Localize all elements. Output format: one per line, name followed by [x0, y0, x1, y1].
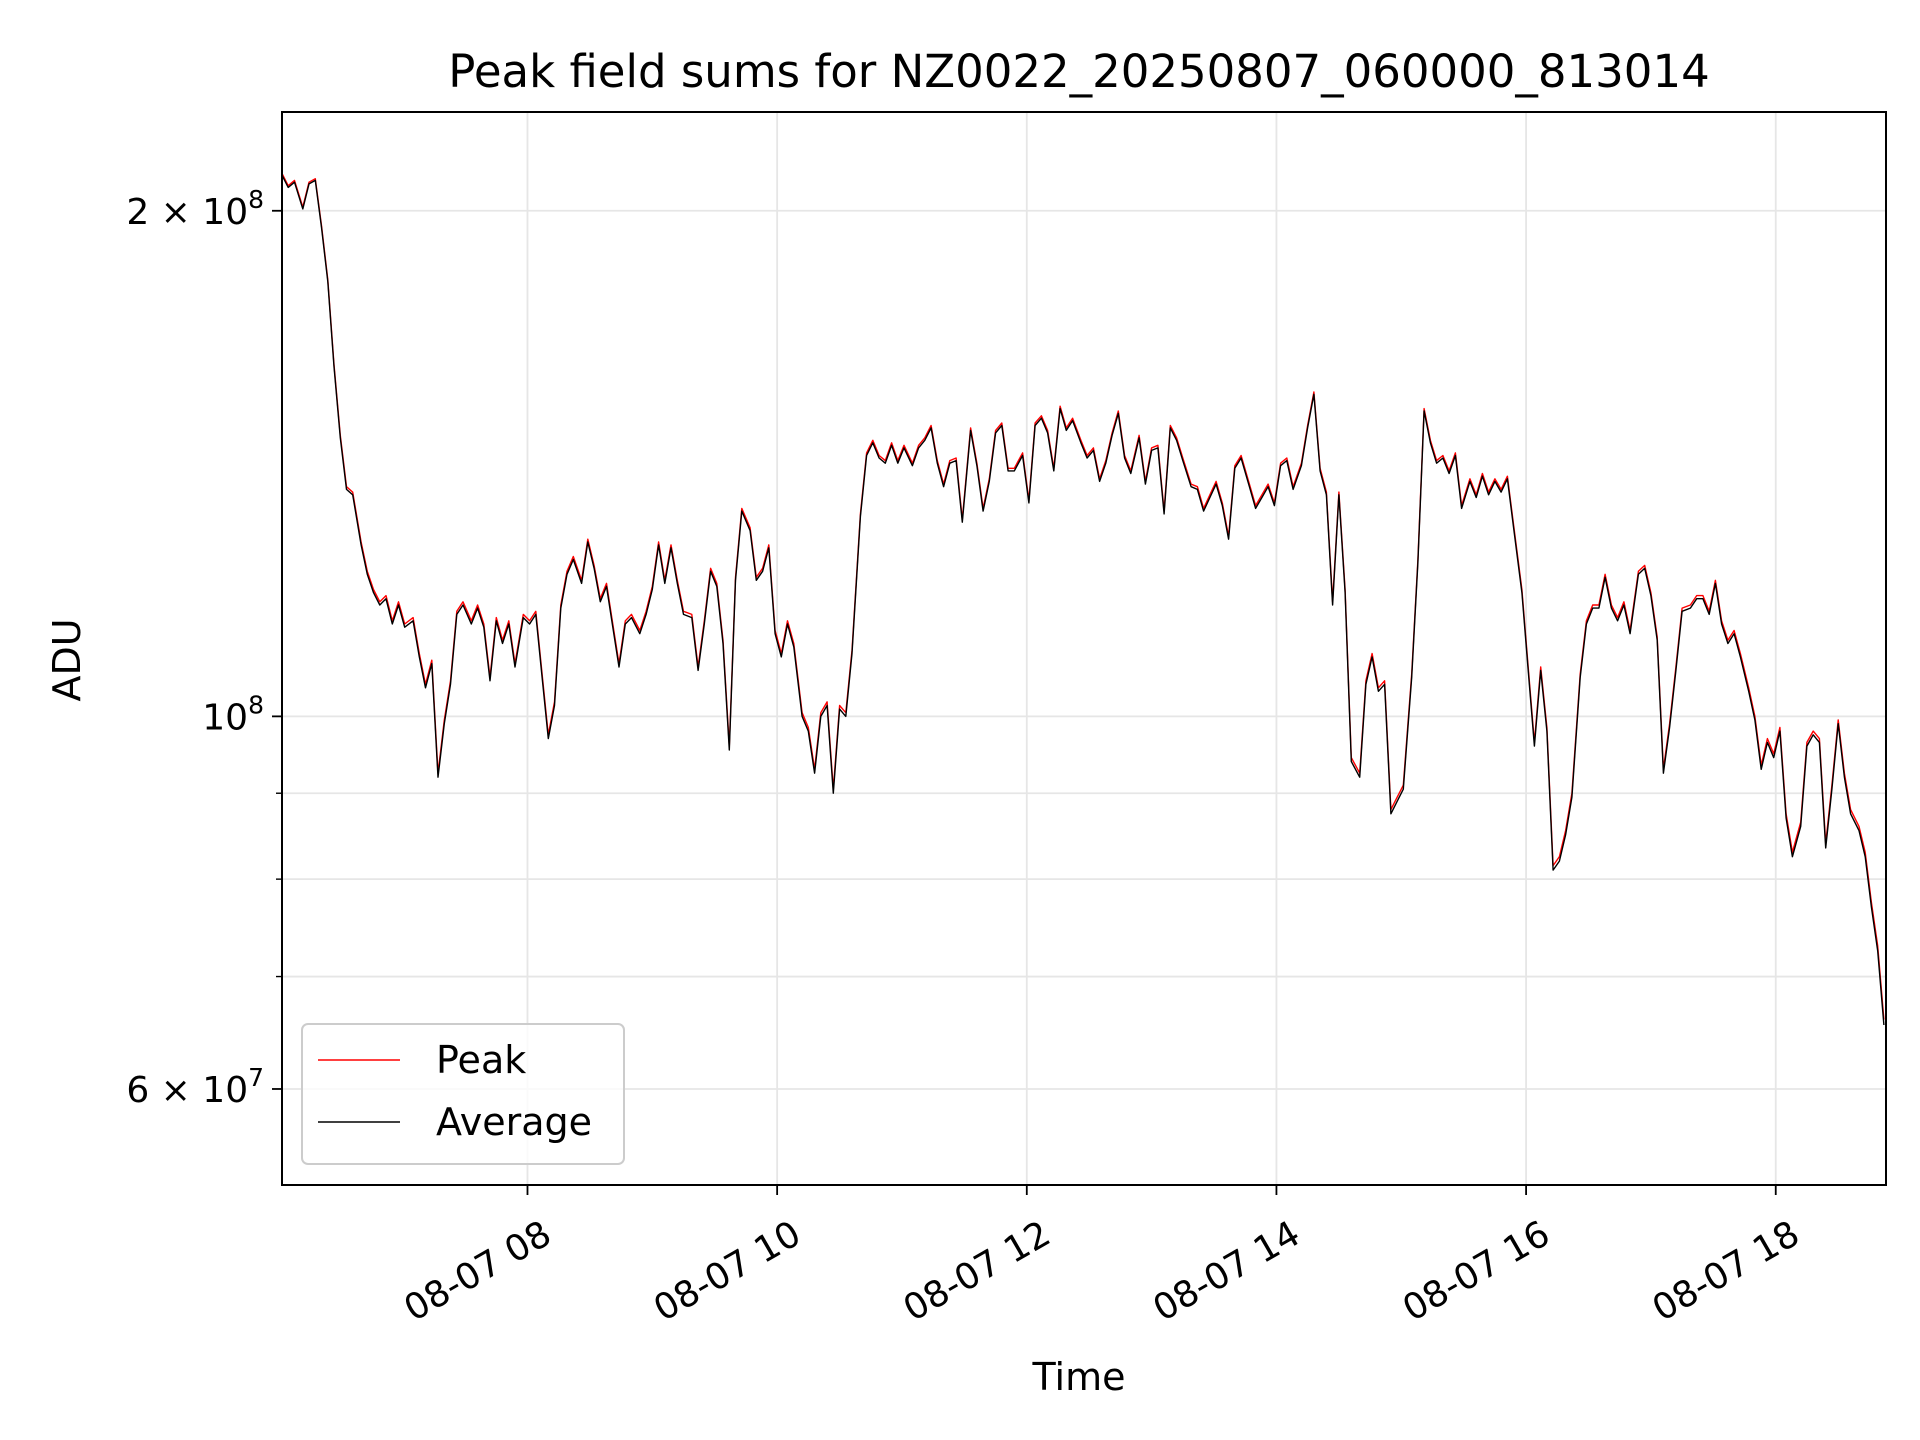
- y-axis-ticks: 6 × 107 108 2 × 108: [126, 185, 282, 1111]
- chart-title: Peak field sums for NZ0022_20250807_0600…: [448, 45, 1709, 98]
- series-layer: [281, 173, 1885, 1026]
- x-axis-label: Time: [1032, 1355, 1126, 1399]
- legend-peak-label: Peak: [436, 1038, 526, 1082]
- y-tick-label: 6 × 107: [126, 1063, 264, 1111]
- plot-area-frame: [281, 111, 1887, 1186]
- y-tick-label: 2 × 108: [126, 185, 264, 233]
- legend-box: [301, 1023, 625, 1165]
- y-axis-label: ADU: [45, 618, 89, 701]
- series-average-line: [281, 174, 1885, 1026]
- legend-average-label: Average: [436, 1100, 592, 1144]
- y-tick-label: 108: [202, 690, 264, 738]
- legend: Peak Average: [301, 1023, 625, 1165]
